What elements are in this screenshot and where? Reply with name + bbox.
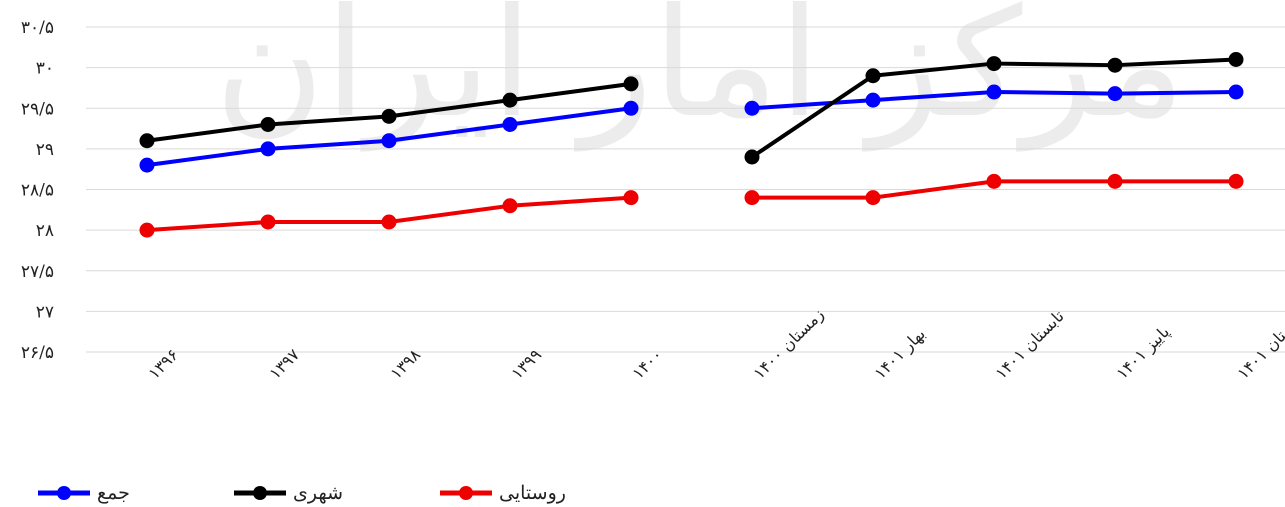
data-point [1228, 173, 1244, 189]
legend-label: روستایی [499, 482, 566, 504]
data-point [865, 68, 881, 84]
y-tick-label: ۲۹/۵ [21, 99, 54, 119]
legend-label: شهری [293, 482, 343, 504]
series-points [139, 52, 1244, 238]
data-point [986, 173, 1002, 189]
y-tick-label: ۳۰/۵ [21, 18, 54, 38]
y-axis-ticks: ۲۶/۵ ۲۷ ۲۷/۵ ۲۸ ۲۸/۵ ۲۹ ۲۹/۵ ۳۰ ۳۰/۵ [21, 18, 54, 363]
legend-marker [459, 486, 473, 500]
watermark-text: مرکز آمار ایران [215, 0, 1186, 152]
data-point [1228, 84, 1244, 100]
data-point [381, 133, 397, 149]
x-tick-label: زمستان ۱۴۰۰ [749, 305, 827, 383]
y-tick-label: ۲۷/۵ [21, 262, 54, 282]
data-point [139, 157, 155, 173]
data-point [865, 92, 881, 108]
data-point [986, 56, 1002, 72]
data-point [865, 190, 881, 206]
legend-label: جمع [97, 482, 130, 504]
y-tick-label: ۲۹ [36, 140, 54, 160]
data-point [502, 117, 518, 132]
data-point [744, 149, 760, 165]
data-point [744, 190, 760, 206]
data-point [260, 141, 276, 157]
legend-marker [57, 486, 71, 500]
data-point [1107, 57, 1123, 73]
data-point [623, 190, 639, 206]
data-point [139, 222, 155, 238]
data-point [1107, 173, 1123, 189]
x-tick-label: بهار ۱۴۰۱ [870, 324, 929, 383]
x-axis-ticks: ۱۳۹۶ ۱۳۹۷ ۱۳۹۸ ۱۳۹۹ ۱۴۰۰ زمستان ۱۴۰۰ بهار ۱۴۰۱… [144, 305, 1285, 383]
y-tick-label: ۲۸ [36, 221, 54, 241]
data-point [260, 117, 276, 132]
x-tick-label: زمستان ۱۴۰۱ [1233, 305, 1285, 383]
legend-marker [253, 486, 267, 500]
x-tick-label: ۱۴۰۰ [628, 345, 666, 383]
y-tick-label: ۲۷ [36, 302, 54, 322]
x-tick-label: ۱۳۹۷ [265, 345, 303, 383]
data-point [623, 76, 639, 92]
data-point [502, 198, 518, 214]
y-tick-label: ۲۶/۵ [21, 343, 54, 363]
y-tick-label: ۲۸/۵ [21, 181, 54, 201]
legend: جمع شهری روستایی [38, 482, 566, 504]
data-point [381, 214, 397, 230]
data-point [986, 84, 1002, 100]
data-point [381, 108, 397, 124]
x-tick-label: تابستان ۱۴۰۱ [991, 306, 1067, 382]
x-tick-label: ۱۳۹۹ [507, 345, 545, 383]
data-point [744, 100, 760, 116]
x-tick-label: ۱۳۹۶ [144, 345, 182, 383]
y-tick-label: ۳۰ [36, 59, 54, 79]
data-point [1107, 86, 1123, 102]
x-tick-label: ۱۳۹۸ [386, 345, 424, 383]
data-point [260, 214, 276, 230]
data-point [1228, 52, 1244, 67]
data-point [502, 92, 518, 108]
data-point [139, 133, 155, 149]
data-point [623, 100, 639, 116]
